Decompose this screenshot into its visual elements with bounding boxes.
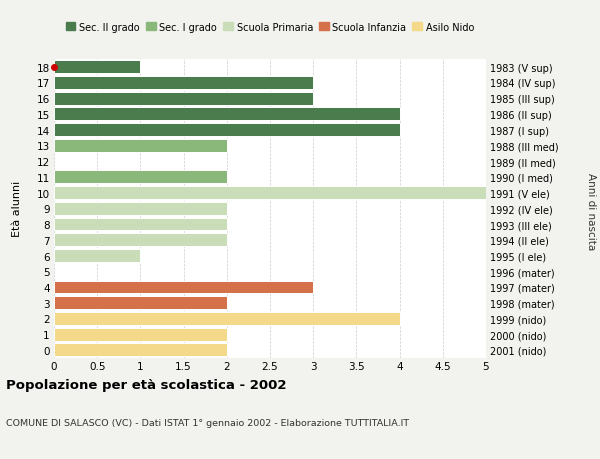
Bar — [54, 77, 313, 90]
Bar — [54, 171, 227, 184]
Bar — [54, 250, 140, 263]
Bar — [54, 328, 227, 341]
Bar — [54, 108, 400, 121]
Text: Anni di nascita: Anni di nascita — [586, 173, 596, 250]
Bar — [54, 344, 227, 357]
Text: Età alunni: Età alunni — [12, 181, 22, 237]
Text: Popolazione per età scolastica - 2002: Popolazione per età scolastica - 2002 — [6, 379, 287, 392]
Bar — [54, 187, 486, 200]
Bar — [54, 218, 227, 231]
Text: COMUNE DI SALASCO (VC) - Dati ISTAT 1° gennaio 2002 - Elaborazione TUTTITALIA.IT: COMUNE DI SALASCO (VC) - Dati ISTAT 1° g… — [6, 418, 409, 427]
Bar — [54, 124, 400, 137]
Bar — [54, 312, 400, 325]
Bar — [54, 281, 313, 294]
Bar — [54, 92, 313, 106]
Bar — [54, 202, 227, 215]
Bar — [54, 140, 227, 152]
Bar — [54, 61, 140, 74]
Bar — [54, 297, 227, 309]
Legend: Sec. II grado, Sec. I grado, Scuola Primaria, Scuola Infanzia, Asilo Nido: Sec. II grado, Sec. I grado, Scuola Prim… — [62, 19, 478, 36]
Bar — [54, 234, 227, 246]
